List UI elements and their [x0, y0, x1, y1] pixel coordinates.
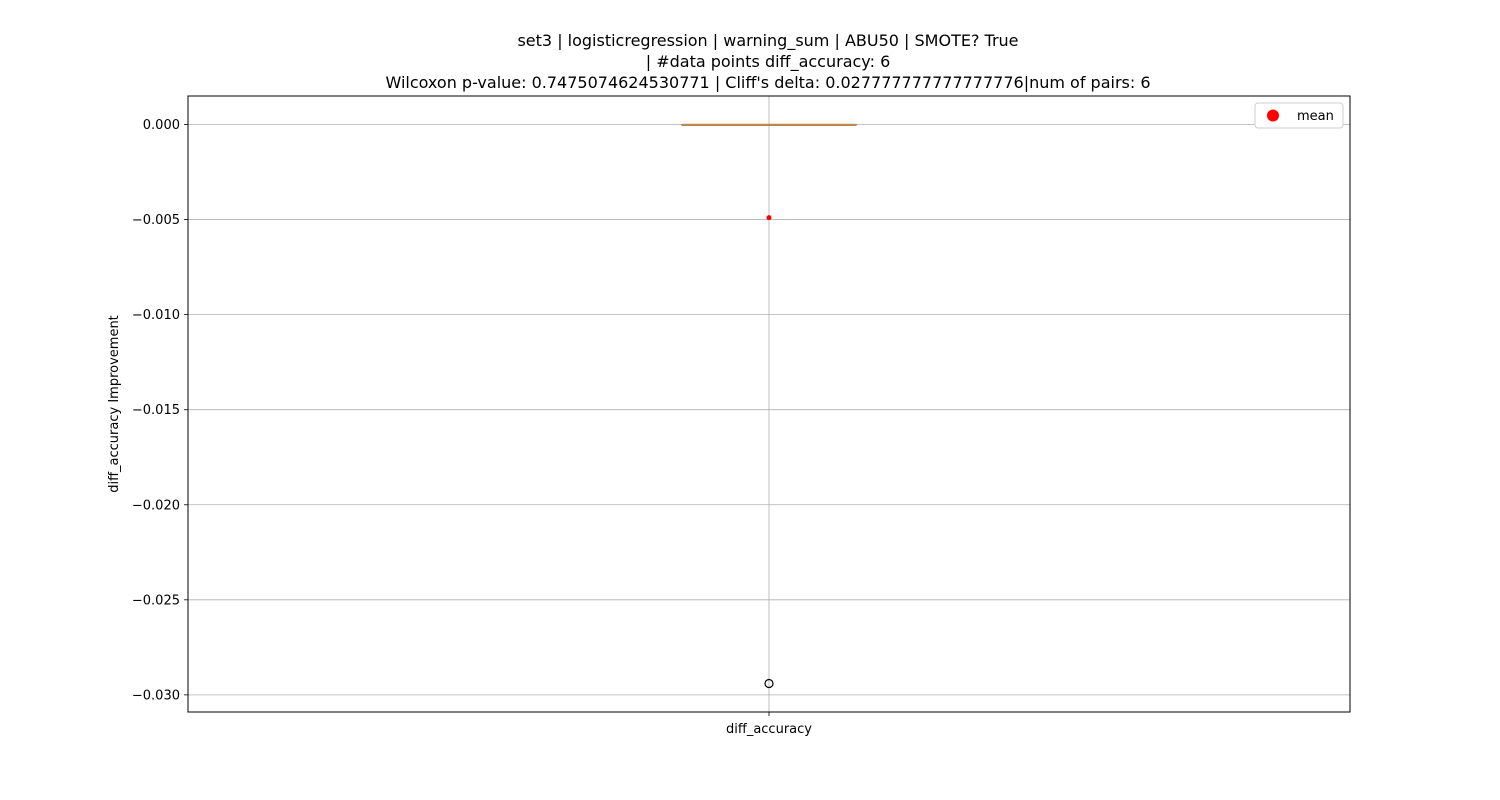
y-axis-label: diff_accuracy Improvement: [107, 315, 122, 493]
y-tick-label: −0.025: [132, 593, 180, 608]
chart-title-line-1: set3 | logisticregression | warning_sum …: [517, 31, 1018, 51]
y-tick-label: −0.015: [132, 403, 180, 418]
y-axis: 0.000 −0.005 −0.010 −0.015 −0.020 −0.025 −0.03…: [132, 118, 188, 703]
x-axis: diff_accuracy: [726, 712, 812, 737]
y-tick-label: −0.030: [132, 688, 180, 703]
chart-title-line-2: | #data points diff_accuracy: 6: [646, 52, 891, 72]
mean-point: [766, 215, 772, 221]
legend-mean-marker: [1267, 109, 1279, 122]
y-tick-label: −0.010: [132, 308, 180, 323]
x-tick-label: diff_accuracy: [726, 722, 812, 737]
chart-title-line-3: Wilcoxon p-value: 0.7475074624530771 | C…: [385, 73, 1150, 92]
legend-mean-label: mean: [1297, 109, 1334, 124]
y-tick-label: −0.005: [132, 213, 180, 228]
y-tick-label: −0.020: [132, 498, 180, 513]
outlier-point: [764, 678, 774, 689]
legend-frame: [1254, 102, 1344, 129]
legend: mean: [1254, 102, 1344, 129]
y-tick-label: 0.000: [143, 118, 180, 133]
